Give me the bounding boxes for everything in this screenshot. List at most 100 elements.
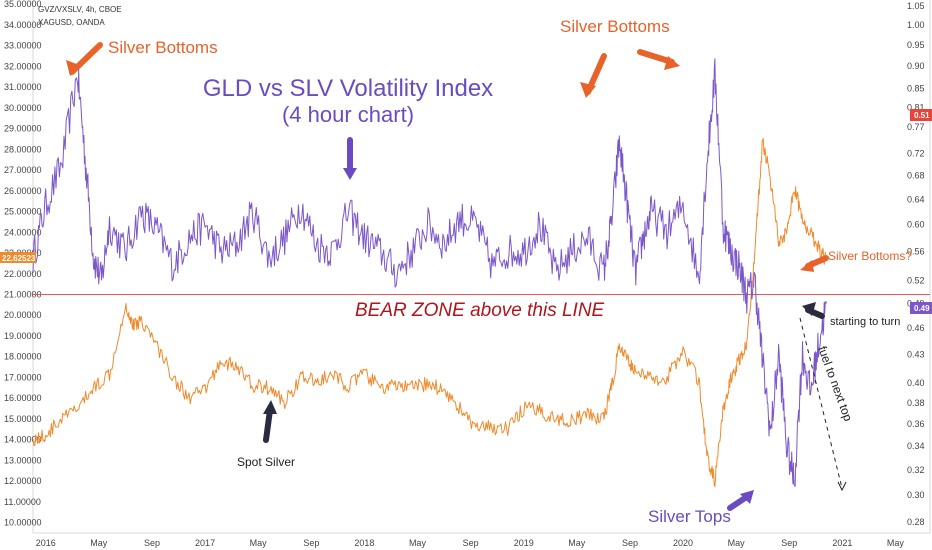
left-axis-tick-label: 27.00000: [4, 165, 42, 175]
left-axis-tick-label: 30.00000: [4, 103, 42, 113]
left-axis-tick-label: 29.00000: [4, 124, 42, 134]
left-axis-tick-label: 33.00000: [4, 41, 42, 51]
annotation-bear-zone: BEAR ZONE above this LINE: [355, 300, 605, 321]
series-line-xagusd: [32, 138, 827, 487]
x-axis-tick-label: May: [90, 538, 108, 548]
right-axis-tick-label: 0.52: [907, 275, 925, 285]
right-axis-tick-label: 0.60: [907, 219, 925, 229]
ratio-orange-badge-text: 0.51: [914, 111, 930, 120]
right-axis-tick-label: 0.72: [907, 148, 925, 158]
left-axis-tick-label: 16.00000: [4, 393, 42, 403]
left-axis-tick-label: 14.00000: [4, 435, 42, 445]
series-layer: [32, 58, 827, 487]
right-axis-tick-label: 0.77: [907, 122, 925, 132]
x-axis-tick-label: May: [409, 538, 427, 548]
right-axis-tick-label: 0.32: [907, 465, 925, 475]
right-axis-tick-label: 0.43: [907, 350, 925, 360]
arrow-spot-silver: [263, 407, 273, 443]
left-axis-tick-label: 31.00000: [4, 82, 42, 92]
left-axis-tick-label: 18.00000: [4, 352, 42, 362]
chart-title: GLD vs SLV Volatility Index: [203, 75, 493, 102]
arrow-silver-bottoms-mid-b: [637, 49, 675, 65]
x-axis-tick-label: May: [568, 538, 586, 548]
left-axis-tick-label: 21.00000: [4, 289, 42, 299]
symbol-label-silver: XAGUSD, OANDA: [38, 18, 105, 27]
left-axis-tick-label: 11.00000: [4, 497, 41, 507]
series-line-gvz-vxslv: [32, 58, 827, 487]
x-axis-tick-label: Sep: [303, 538, 319, 548]
left-axis-tick-label: 13.00000: [4, 455, 42, 465]
x-axis-tick-label: 2017: [195, 538, 215, 548]
annotation-silver-tops: Silver Tops: [648, 507, 731, 526]
left-axis-tick-label: 34.00000: [4, 20, 42, 30]
right-axis-tick-label: 1.00: [907, 20, 925, 30]
right-axis-tick-label: 0.30: [907, 490, 925, 500]
annotation-silver-bottoms-mid: Silver Bottoms: [560, 17, 670, 36]
x-axis-tick-label: Sep: [463, 538, 479, 548]
x-axis-tick-label: May: [887, 538, 905, 548]
x-axis-tick-label: Sep: [144, 538, 160, 548]
silver-price-badge: 22.62523: [0, 252, 36, 263]
x-axis-tick-label: Sep: [781, 538, 797, 548]
left-axis-tick-label: 26.00000: [4, 186, 42, 196]
left-axis-tick-label: 17.00000: [4, 372, 42, 382]
arrow-head-title: [343, 168, 357, 180]
right-axis-ticks: 0.280.300.320.340.360.380.400.430.460.49…: [907, 1, 925, 527]
x-axis-tick-label: May: [728, 538, 746, 548]
left-axis-tick-label: 24.00000: [4, 227, 42, 237]
arrow-head-starting-to-turn: [802, 302, 816, 316]
arrow-head-silver-bottoms-left: [66, 60, 82, 76]
left-axis-ticks: 10.00000 11.00000 12.00000 13.00000 14.00000…: [4, 0, 42, 528]
arrow-head-spot-silver: [263, 400, 277, 414]
annotation-arrows: [66, 42, 847, 511]
left-axis-tick-label: 25.00000: [4, 207, 42, 217]
x-axis-tick-label: 2021: [832, 538, 852, 548]
arrow-head-silver-bottoms-mid-b: [664, 56, 680, 70]
right-axis-tick-label: 0.68: [907, 171, 925, 181]
left-axis-tick-label: 19.00000: [4, 331, 42, 341]
right-axis-tick-label: 0.90: [907, 61, 925, 71]
annotation-silver-bottoms-left: Silver Bottoms: [108, 38, 218, 57]
ratio-orange-badge: 0.51: [910, 109, 932, 121]
x-axis-tick-label: 2020: [673, 538, 693, 548]
right-axis-tick-label: 0.85: [907, 83, 925, 93]
annotation-silver-bottoms-right: Silver Bottoms?: [828, 249, 912, 263]
right-axis-tick-label: 1.05: [907, 1, 925, 11]
right-axis-tick-label: 0.38: [907, 398, 925, 408]
arrow-head-silver-bottoms-right: [800, 260, 814, 272]
left-axis-tick-label: 10.00000: [4, 518, 42, 528]
x-axis-tick-label: Sep: [622, 538, 638, 548]
left-axis-tick-label: 35.00000: [4, 0, 42, 9]
arrow-head-silver-tops: [740, 490, 754, 504]
right-axis-tick-label: 0.81: [907, 102, 925, 112]
x-axis-ticks: 2016 May Sep 2017 May Sep 2018 May Sep 2019 May Sep…: [36, 538, 905, 548]
dashed-forecast-line: [799, 317, 843, 489]
x-axis-tick-label: 2019: [514, 538, 534, 548]
x-axis-tick-label: 2018: [354, 538, 374, 548]
right-axis-tick-label: 0.95: [907, 40, 925, 50]
x-axis-tick-label: 2016: [36, 538, 56, 548]
ratio-purple-badge: 0.49: [910, 302, 932, 314]
right-axis-tick-label: 0.28: [907, 517, 925, 527]
right-axis-tick-label: 0.34: [907, 441, 925, 451]
chart-subtitle: (4 hour chart): [282, 102, 414, 127]
left-axis-tick-label: 15.00000: [4, 414, 42, 424]
right-axis-tick-label: 0.46: [907, 323, 925, 333]
annotation-starting-to-turn: starting to turn: [830, 316, 900, 328]
left-axis-tick-label: 32.00000: [4, 61, 42, 71]
dashed-forecast-arrowhead: [837, 481, 847, 492]
right-axis-tick-label: 0.36: [907, 419, 925, 429]
right-axis-tick-label: 0.64: [907, 194, 925, 204]
ratio-purple-badge-text: 0.49: [914, 304, 930, 313]
symbol-label-ratio: GVZ/VXSLV, 4h, CBOE: [38, 5, 122, 14]
right-axis-tick-label: 0.56: [907, 246, 925, 256]
left-axis-tick-label: 20.00000: [4, 310, 42, 320]
annotation-spot-silver: Spot Silver: [237, 455, 295, 469]
right-axis-tick-label: 0.40: [907, 378, 925, 388]
left-axis-tick-label: 12.00000: [4, 476, 42, 486]
silver-price-badge-text: 22.62523: [2, 254, 36, 263]
x-axis-tick-label: May: [250, 538, 268, 548]
left-axis-tick-label: 22.00000: [4, 269, 42, 279]
